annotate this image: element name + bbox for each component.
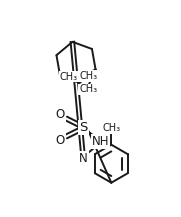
Text: NH: NH xyxy=(92,135,109,148)
Text: CH₃: CH₃ xyxy=(79,71,97,81)
Text: CH₃: CH₃ xyxy=(102,123,120,133)
Text: CH₃: CH₃ xyxy=(59,72,77,82)
Text: S: S xyxy=(79,121,87,134)
Text: O: O xyxy=(56,108,65,121)
Text: O: O xyxy=(56,134,65,147)
Text: N: N xyxy=(79,152,88,165)
Text: CH₃: CH₃ xyxy=(79,84,97,94)
Text: N: N xyxy=(79,152,88,165)
